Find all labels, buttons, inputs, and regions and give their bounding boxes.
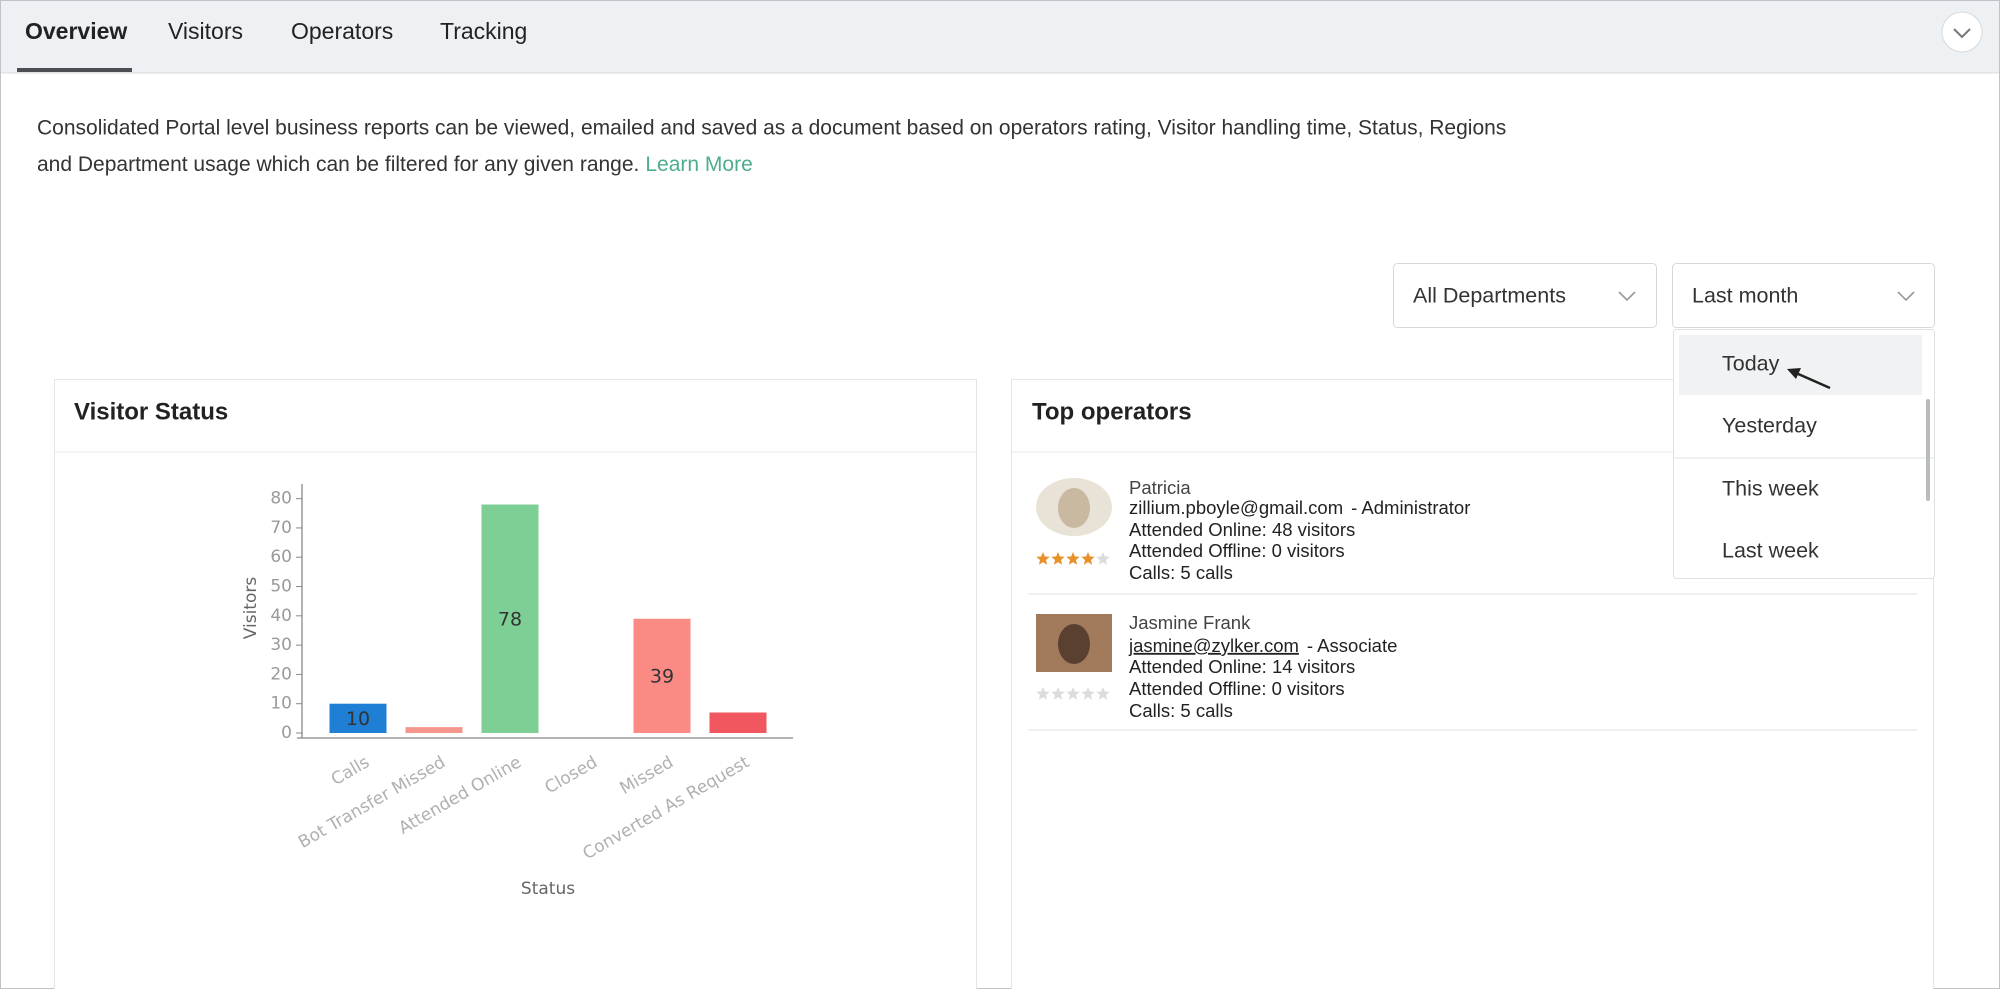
tab[interactable]: Overview (25, 18, 127, 44)
tab-underline (17, 68, 132, 72)
operator-name: Jasmine Frank (1129, 612, 1251, 633)
data-label: 39 (650, 665, 674, 687)
avatar-figure (1058, 624, 1090, 664)
operator-calls: Calls: 5 calls (1129, 562, 1233, 583)
rating-star (1096, 552, 1110, 565)
data-label: 78 (498, 608, 522, 630)
avatar-figure (1058, 488, 1090, 528)
chevron (1953, 28, 1971, 39)
rating-star (1081, 687, 1095, 700)
rating-star (1036, 687, 1050, 700)
menu-highlight (1679, 335, 1922, 395)
description-text: and Department usage which can be filter… (37, 153, 639, 176)
y-tick-label: 70 (270, 518, 292, 538)
y-tick-label: 80 (270, 489, 292, 509)
operator-role: - Administrator (1351, 497, 1470, 518)
rating-star (1096, 687, 1110, 700)
operator-role: - Associate (1307, 635, 1398, 656)
operator-offline: Attended Offline: 0 visitors (1129, 540, 1345, 561)
bar (329, 703, 387, 733)
y-tick-label: 40 (270, 606, 292, 626)
bar (481, 504, 539, 733)
menu-option[interactable]: Last week (1722, 539, 1819, 563)
department-value: All Departments (1413, 284, 1566, 308)
y-tick-label: 30 (270, 635, 292, 655)
period-value: Last month (1692, 284, 1798, 308)
operator-offline: Attended Offline: 0 visitors (1129, 678, 1345, 699)
y-tick-label: 20 (270, 664, 292, 684)
rating-star (1051, 687, 1065, 700)
x-axis-label: Status (521, 879, 575, 899)
rating-star (1066, 687, 1080, 700)
chevron (1897, 291, 1915, 302)
y-tick-label: 50 (270, 577, 292, 597)
rating-star (1066, 552, 1080, 565)
chevron (1618, 291, 1636, 302)
operator-online: Attended Online: 48 visitors (1129, 519, 1355, 540)
scrollbar (1926, 399, 1930, 501)
learn-more-link[interactable]: Learn More (645, 153, 752, 176)
y-tick-label: 10 (270, 694, 292, 714)
operator-calls: Calls: 5 calls (1129, 700, 1233, 721)
menu-option[interactable]: This week (1722, 477, 1819, 501)
y-tick-label: 0 (281, 723, 292, 743)
y-axis-label: Visitors (241, 577, 261, 640)
operator-email[interactable]: zillium.pboyle@gmail.com (1129, 497, 1343, 518)
department-dropdown[interactable] (1393, 263, 1657, 328)
panel-title: Top operators (1032, 398, 1192, 425)
rating-star (1051, 552, 1065, 565)
period-dropdown[interactable] (1672, 263, 1935, 328)
description: and Department usage which can be filter… (37, 153, 753, 176)
operator-email[interactable]: jasmine@zylker.com (1128, 635, 1299, 656)
bar (405, 727, 463, 733)
menu-option[interactable]: Today (1722, 352, 1780, 376)
panel-title: Visitor Status (74, 398, 228, 425)
pointer-arrow-head (1787, 368, 1801, 379)
tab[interactable]: Visitors (168, 18, 243, 44)
tab[interactable]: Tracking (440, 18, 527, 44)
rating-star (1081, 552, 1095, 565)
description: Consolidated Portal level business repor… (37, 117, 1506, 140)
pointer-arrow (1795, 371, 1831, 390)
collapse-button[interactable] (1941, 11, 1983, 53)
bar (709, 712, 767, 733)
operator-name: Patricia (1129, 477, 1191, 498)
tab[interactable]: Operators (291, 18, 393, 44)
tab-bar (1, 1, 1999, 73)
rating-star (1036, 552, 1050, 565)
data-label: 10 (346, 708, 370, 730)
y-tick-label: 60 (270, 547, 292, 567)
operator-online: Attended Online: 14 visitors (1129, 656, 1355, 677)
bar (633, 618, 691, 733)
menu-option[interactable]: Yesterday (1722, 414, 1817, 438)
